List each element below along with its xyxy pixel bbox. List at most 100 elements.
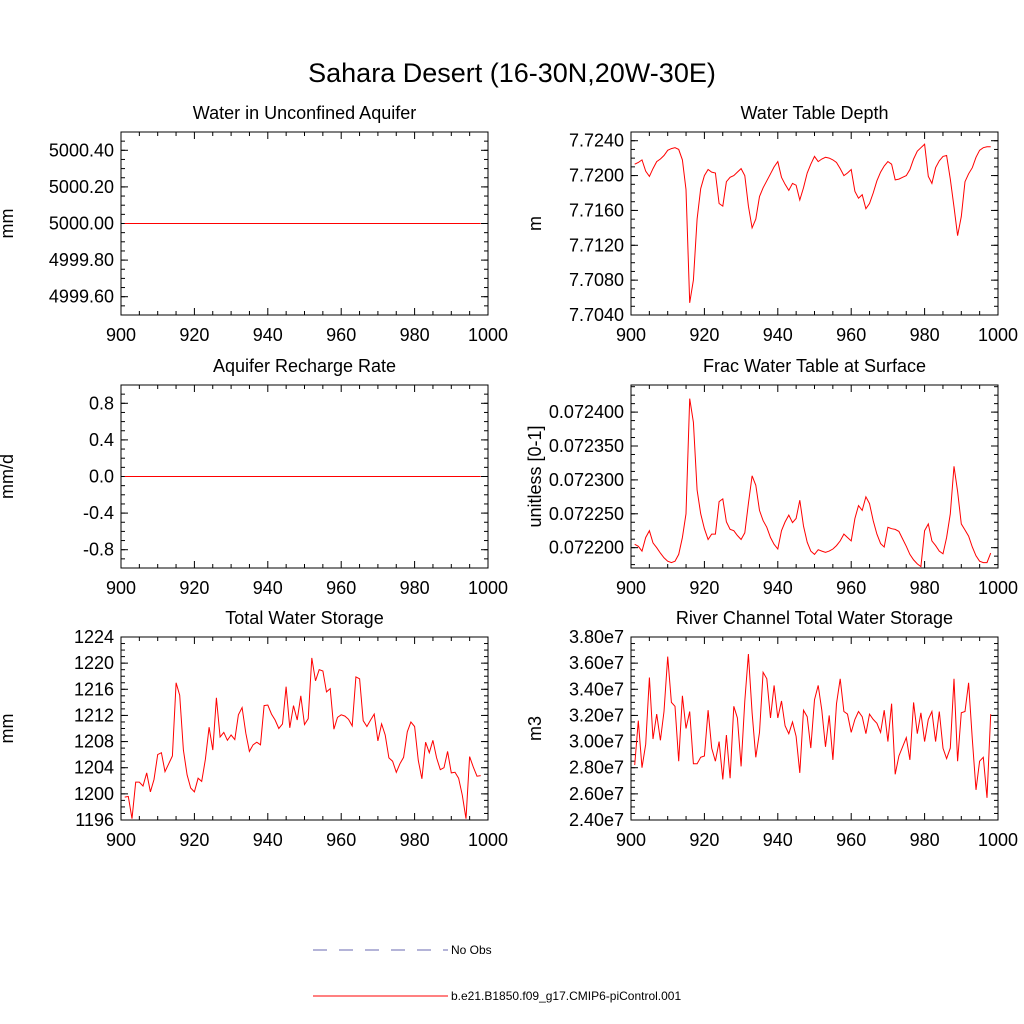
y-tick-label: -0.8 bbox=[83, 540, 114, 560]
y-tick-label: 5000.00 bbox=[49, 214, 114, 234]
x-tick-label: 960 bbox=[326, 578, 356, 598]
x-tick-label: 960 bbox=[836, 830, 866, 850]
x-tick-label: 900 bbox=[106, 830, 136, 850]
panel-title: Water Table Depth bbox=[740, 103, 888, 123]
y-axis-label: unitless [0-1] bbox=[525, 425, 545, 527]
x-tick-label: 900 bbox=[616, 578, 646, 598]
x-tick-label: 1000 bbox=[978, 578, 1018, 598]
x-tick-label: 920 bbox=[689, 578, 719, 598]
x-tick-label: 900 bbox=[106, 325, 136, 345]
x-tick-label: 940 bbox=[763, 578, 793, 598]
x-tick-label: 980 bbox=[400, 325, 430, 345]
x-tick-label: 940 bbox=[253, 325, 283, 345]
series-line bbox=[634, 398, 992, 568]
y-tick-label: 0.072300 bbox=[549, 470, 624, 490]
y-tick-label: 0.8 bbox=[89, 393, 114, 413]
y-tick-label: 1208 bbox=[74, 732, 114, 752]
chart-panel-6: River Channel Total Water Storage 900 920 9… bbox=[525, 608, 1018, 850]
y-axis-label: mm/d bbox=[0, 454, 17, 499]
y-tick-label: 1224 bbox=[74, 627, 114, 647]
series-line bbox=[634, 143, 991, 303]
y-tick-label: 0.072200 bbox=[549, 538, 624, 558]
x-tick-label: 980 bbox=[910, 325, 940, 345]
x-tick-label: 920 bbox=[179, 325, 209, 345]
x-tick-label: 980 bbox=[400, 578, 430, 598]
x-tick-label: 1000 bbox=[978, 325, 1018, 345]
chart-panel-5: Total Water Storage 900 920 940 960 980 1000 11… bbox=[0, 608, 508, 850]
x-tick-label: 1000 bbox=[468, 830, 508, 850]
y-tick-label: 0.072250 bbox=[549, 504, 624, 524]
x-tick-label: 920 bbox=[689, 830, 719, 850]
x-tick-label: 960 bbox=[836, 578, 866, 598]
panel-title: Frac Water Table at Surface bbox=[703, 356, 926, 376]
panel-title: Total Water Storage bbox=[225, 608, 383, 628]
x-tick-label: 960 bbox=[326, 325, 356, 345]
chart-panel-3: Aquifer Recharge Rate 900 920 940 960 980 1000… bbox=[0, 356, 508, 598]
y-tick-label: 1196 bbox=[75, 810, 114, 830]
y-axis-label: m bbox=[525, 216, 545, 231]
y-tick-label: 1216 bbox=[74, 679, 114, 699]
panel-title: Aquifer Recharge Rate bbox=[213, 356, 396, 376]
x-tick-label: 960 bbox=[326, 830, 356, 850]
y-tick-label: 3.60e7 bbox=[569, 653, 624, 673]
y-tick-label: 1200 bbox=[74, 784, 114, 804]
x-tick-label: 940 bbox=[763, 830, 793, 850]
panel-title: River Channel Total Water Storage bbox=[676, 608, 953, 628]
legend: No Obs b.e21.B1850.f09_g17.CMIP6-piContr… bbox=[313, 943, 681, 1003]
x-tick-label: 900 bbox=[616, 830, 646, 850]
y-tick-label: 1212 bbox=[74, 705, 114, 725]
y-tick-label: 3.20e7 bbox=[569, 705, 624, 725]
y-tick-label: 3.00e7 bbox=[569, 732, 624, 752]
chart-panel-4: Frac Water Table at Surface 900 920 940 960 9… bbox=[525, 356, 1018, 598]
y-axis-label: mm bbox=[0, 714, 17, 744]
x-tick-label: 900 bbox=[106, 578, 136, 598]
y-tick-label: 3.40e7 bbox=[569, 679, 624, 699]
x-tick-label: 980 bbox=[910, 830, 940, 850]
y-tick-label: 4999.60 bbox=[49, 287, 114, 307]
x-tick-label: 980 bbox=[910, 578, 940, 598]
y-tick-label: 7.7120 bbox=[569, 235, 624, 255]
y-tick-label: 5000.40 bbox=[49, 140, 114, 160]
x-tick-label: 940 bbox=[763, 325, 793, 345]
x-tick-label: 940 bbox=[253, 578, 283, 598]
y-tick-label: 7.7240 bbox=[569, 131, 624, 151]
x-tick-label: 1000 bbox=[468, 578, 508, 598]
x-tick-label: 920 bbox=[689, 325, 719, 345]
x-tick-label: 920 bbox=[179, 578, 209, 598]
x-tick-label: 1000 bbox=[468, 325, 508, 345]
x-tick-label: 960 bbox=[836, 325, 866, 345]
y-tick-label: 7.7160 bbox=[569, 200, 624, 220]
y-tick-label: 4999.80 bbox=[49, 250, 114, 270]
y-tick-label: 3.80e7 bbox=[569, 627, 624, 647]
y-axis-label: m3 bbox=[525, 716, 545, 741]
chart-panel-2: Water Table Depth 900 920 940 960 980 1000 7.70… bbox=[525, 103, 1018, 345]
y-tick-label: 7.7040 bbox=[569, 305, 624, 325]
y-tick-label: 0.4 bbox=[89, 430, 114, 450]
y-tick-label: 1220 bbox=[74, 653, 114, 673]
y-tick-label: 1204 bbox=[74, 758, 114, 778]
x-tick-label: 920 bbox=[179, 830, 209, 850]
panel-title: Water in Unconfined Aquifer bbox=[193, 103, 416, 123]
y-tick-label: 7.7200 bbox=[569, 166, 624, 186]
y-tick-label: 0.0 bbox=[89, 467, 114, 487]
series-line bbox=[124, 657, 481, 819]
y-tick-label: 0.072350 bbox=[549, 436, 624, 456]
y-tick-label: 2.60e7 bbox=[569, 784, 624, 804]
x-tick-label: 940 bbox=[253, 830, 283, 850]
figure-title: Sahara Desert (16-30N,20W-30E) bbox=[308, 58, 716, 88]
y-tick-label: 0.072400 bbox=[549, 402, 624, 422]
legend-label-model: b.e21.B1850.f09_g17.CMIP6-piControl.001 bbox=[451, 989, 681, 1003]
x-tick-label: 1000 bbox=[978, 830, 1018, 850]
y-tick-label: 2.40e7 bbox=[569, 810, 624, 830]
series-line bbox=[634, 653, 992, 798]
x-tick-label: 900 bbox=[616, 325, 646, 345]
y-tick-label: 5000.20 bbox=[49, 177, 114, 197]
y-axis-label: mm bbox=[0, 209, 17, 239]
y-tick-label: -0.4 bbox=[83, 503, 114, 523]
x-tick-label: 980 bbox=[400, 830, 430, 850]
y-tick-label: 2.80e7 bbox=[569, 758, 624, 778]
y-tick-label: 7.7080 bbox=[569, 270, 624, 290]
legend-label-no-obs: No Obs bbox=[451, 943, 492, 957]
chart-panel-1: Water in Unconfined Aquifer 900 920 940 960 9… bbox=[0, 103, 508, 345]
